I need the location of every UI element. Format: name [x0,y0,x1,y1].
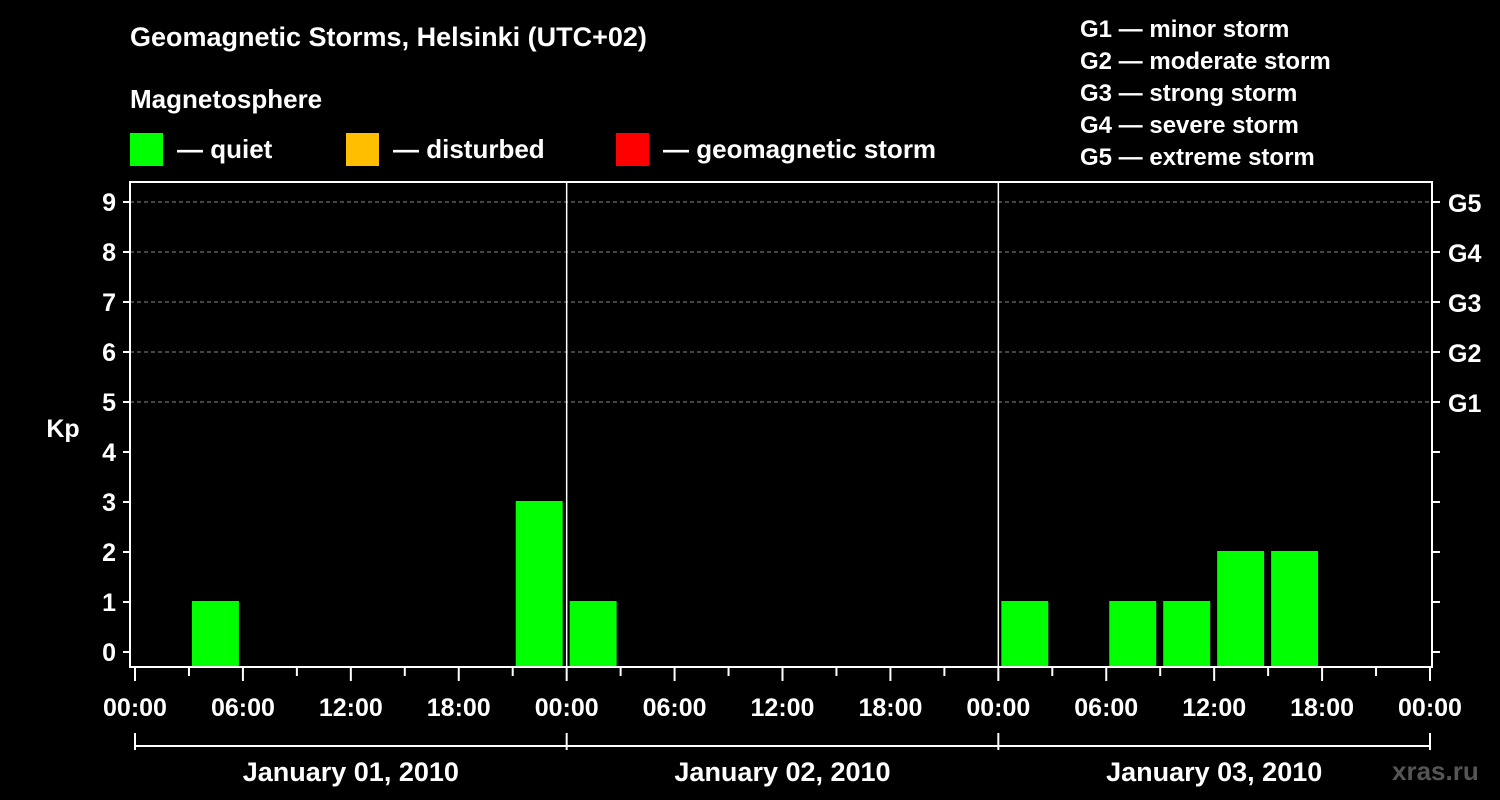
y-tick-label: 3 [102,489,116,517]
x-tick-label: 00:00 [103,694,167,722]
y-tick-label: 9 [102,189,116,217]
x-tick-label: 06:00 [1074,694,1138,722]
x-tick-label: 12:00 [319,694,383,722]
kp-bar [1271,551,1319,667]
kp-bar [191,601,239,667]
g-scale-label: G5 [1448,190,1481,218]
x-tick-label: 00:00 [966,694,1030,722]
storm-scale-g5: G5 — extreme storm [1080,144,1315,171]
storm-scale-list: G1 — minor storm G2 — moderate storm G3 … [1080,14,1331,174]
x-tick-label: 12:00 [751,694,815,722]
y-axis-label: Kp [46,415,79,443]
x-tick-label: 12:00 [1182,694,1246,722]
legend-item-disturbed: — disturbed [346,132,545,166]
y-tick-label: 7 [102,289,116,317]
legend-swatch-storm [616,132,649,166]
g-scale-label: G1 [1448,390,1481,418]
storm-scale-g1: G1 — minor storm [1080,16,1290,43]
kp-bar [1109,601,1157,667]
kp-bar [1163,601,1211,667]
x-tick-label: 18:00 [858,694,922,722]
x-tick-label: 06:00 [643,694,707,722]
y-tick-label: 5 [102,389,116,417]
legend-label-quiet: — quiet [177,133,273,164]
g-scale-label: G4 [1448,240,1481,268]
legend-label-storm: — geomagnetic storm [663,133,937,164]
g-scale-label: G3 [1448,290,1481,318]
x-tick-label: 00:00 [1398,694,1462,722]
kp-bar [1001,601,1049,667]
day-label: January 02, 2010 [674,757,890,787]
storm-scale-g2: G2 — moderate storm [1080,48,1331,75]
x-tick-label: 18:00 [1290,694,1354,722]
y-tick-label: 6 [102,339,116,367]
legend-item-storm: — geomagnetic storm [616,132,936,166]
g-scale-label: G2 [1448,340,1481,368]
watermark: xras.ru [1392,756,1479,786]
y-tick-label: 1 [102,589,116,617]
x-tick-label: 06:00 [211,694,275,722]
day-label: January 03, 2010 [1106,757,1322,787]
plot-frame [129,181,1433,668]
legend-heading: Magnetosphere [130,84,323,114]
kp-bar [515,501,563,667]
storm-scale-g4: G4 — severe storm [1080,112,1299,139]
storm-scale-g3: G3 — strong storm [1080,80,1298,107]
x-tick-label: 00:00 [535,694,599,722]
day-label: January 01, 2010 [243,757,459,787]
legend-label-disturbed: — disturbed [393,133,545,164]
x-tick-label: 18:00 [427,694,491,722]
legend-swatch-disturbed [346,132,379,166]
kp-bar [1217,551,1265,667]
chart-title: Geomagnetic Storms, Helsinki (UTC+02) [130,22,647,52]
legend-item-quiet: — quiet [130,132,272,166]
y-tick-label: 4 [102,439,116,467]
y-tick-label: 8 [102,239,116,267]
y-tick-label: 0 [102,639,116,667]
y-tick-label: 2 [102,539,116,567]
legend-swatch-quiet [130,132,163,166]
kp-bar [569,601,617,667]
